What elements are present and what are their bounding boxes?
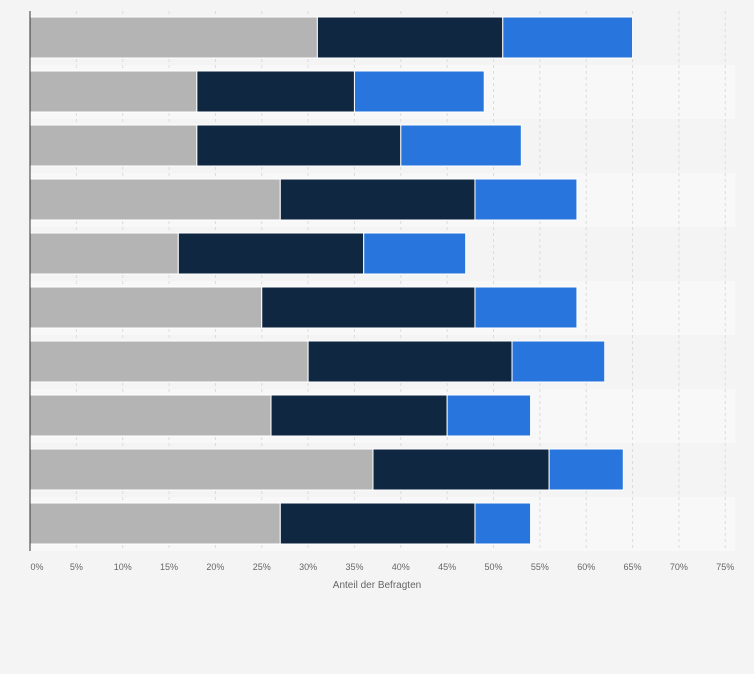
bar-segment-series-2 (372, 448, 550, 491)
bar-segment-series-2 (177, 232, 365, 275)
x-tick-label: 70% (670, 562, 688, 572)
bar-segment-series-1 (29, 448, 374, 491)
bar-segment-series-3 (446, 394, 532, 437)
x-tick-label: 55% (531, 562, 549, 572)
x-axis-title: Anteil der Befragten (333, 580, 421, 591)
bar-segment-series-1 (29, 502, 281, 545)
bar-segment-series-3 (353, 70, 485, 113)
bar-segment-series-1 (29, 16, 318, 59)
x-tick-label: 10% (114, 562, 132, 572)
bar-segment-series-1 (29, 340, 309, 383)
bar-segment-series-1 (29, 286, 263, 329)
bar-segment-series-3 (363, 232, 467, 275)
x-tick-label: 0% (30, 562, 43, 572)
bar-segment-series-2 (307, 340, 513, 383)
x-tick-label: 30% (299, 562, 317, 572)
x-tick-label: 5% (70, 562, 83, 572)
x-tick-label: 40% (392, 562, 410, 572)
bar-segment-series-3 (548, 448, 624, 491)
x-tick-label: 20% (206, 562, 224, 572)
bar-segment-series-2 (270, 394, 448, 437)
bar-segment-series-3 (474, 286, 578, 329)
x-tick-label: 15% (160, 562, 178, 572)
x-tick-label: 75% (716, 562, 734, 572)
bar-segment-series-1 (29, 124, 198, 167)
bar-segment-series-1 (29, 70, 198, 113)
bar-segment-series-2 (279, 178, 476, 221)
x-tick-labels: 0% 5% 10% 15% 20% 25% 30% 35% 40% 45% 50% 55% 60% 65%… (30, 562, 734, 572)
bar-segment-series-3 (502, 16, 634, 59)
bar-segment-series-1 (29, 232, 179, 275)
bar-segment-series-2 (196, 70, 355, 113)
bars (29, 16, 634, 545)
x-tick-label: 35% (345, 562, 363, 572)
bar-segment-series-3 (511, 340, 606, 383)
x-tick-label: 60% (577, 562, 595, 572)
x-tick-label: 65% (624, 562, 642, 572)
bar-segment-series-2 (279, 502, 476, 545)
bar-segment-series-2 (261, 286, 476, 329)
bar-segment-series-2 (196, 124, 402, 167)
bar-segment-series-1 (29, 394, 272, 437)
bar-segment-series-3 (474, 502, 532, 545)
x-tick-label: 25% (253, 562, 271, 572)
bar-segment-series-3 (400, 124, 522, 167)
x-tick-label: 50% (484, 562, 502, 572)
x-tick-label: 45% (438, 562, 456, 572)
bar-segment-series-1 (29, 178, 281, 221)
bar-segment-series-3 (474, 178, 578, 221)
bar-segment-series-2 (316, 16, 504, 59)
